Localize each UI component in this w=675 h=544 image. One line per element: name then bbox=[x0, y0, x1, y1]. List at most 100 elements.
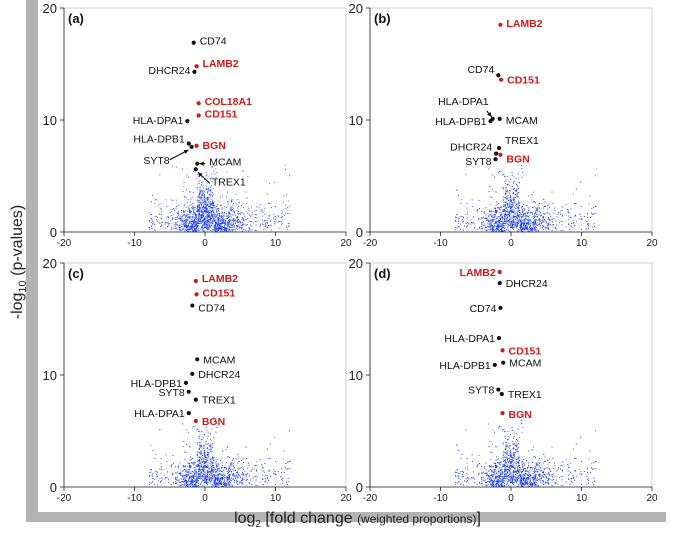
scatter-point bbox=[182, 446, 184, 447]
scatter-point bbox=[227, 201, 229, 203]
scatter-point bbox=[202, 211, 204, 213]
scatter-point bbox=[161, 469, 163, 471]
scatter-point bbox=[511, 188, 513, 190]
scatter-point bbox=[571, 225, 572, 227]
scatter-point bbox=[547, 219, 549, 220]
scatter-point bbox=[223, 230, 225, 232]
scatter-point bbox=[510, 221, 512, 223]
scatter-point bbox=[196, 429, 198, 431]
scatter-point bbox=[521, 208, 523, 210]
scatter-point bbox=[196, 225, 198, 227]
scatter-point bbox=[479, 228, 481, 230]
scatter-point bbox=[506, 218, 507, 220]
scatter-point bbox=[192, 231, 194, 232]
scatter-point bbox=[516, 215, 518, 217]
scatter-point bbox=[489, 228, 491, 230]
scatter-point bbox=[467, 211, 468, 213]
scatter-point bbox=[248, 207, 249, 209]
scatter-point bbox=[190, 203, 192, 205]
scatter-point bbox=[220, 230, 222, 232]
scatter-point bbox=[515, 209, 517, 211]
scatter-point bbox=[188, 431, 189, 433]
scatter-point bbox=[242, 170, 244, 172]
scatter-point bbox=[182, 215, 184, 217]
scatter-point bbox=[241, 205, 242, 206]
scatter-point bbox=[287, 213, 289, 214]
scatter-point bbox=[229, 229, 231, 230]
scatter-point bbox=[221, 470, 223, 472]
scatter-point bbox=[550, 220, 552, 222]
scatter-point bbox=[234, 478, 236, 480]
scatter-point bbox=[183, 481, 184, 483]
scatter-point bbox=[240, 226, 242, 228]
scatter-point bbox=[524, 209, 526, 211]
scatter-point bbox=[516, 193, 518, 195]
scatter-point bbox=[199, 484, 201, 486]
scatter-point bbox=[558, 212, 560, 214]
scatter-point bbox=[518, 202, 520, 204]
scatter-point bbox=[501, 223, 503, 225]
scatter-point bbox=[519, 219, 521, 221]
scatter-point bbox=[190, 458, 192, 460]
scatter-point bbox=[213, 470, 215, 472]
scatter-point bbox=[213, 437, 214, 439]
scatter-point bbox=[244, 470, 246, 472]
scatter-point bbox=[189, 484, 190, 486]
scatter-point bbox=[535, 207, 537, 209]
scatter-point bbox=[194, 217, 196, 219]
scatter-point bbox=[202, 479, 203, 481]
scatter-point bbox=[218, 218, 220, 220]
scatter-point bbox=[154, 223, 156, 225]
scatter-point bbox=[204, 459, 206, 461]
scatter-point bbox=[520, 220, 522, 222]
scatter-point bbox=[548, 222, 550, 224]
scatter-point bbox=[288, 224, 290, 226]
scatter-point bbox=[506, 197, 508, 198]
scatter-point bbox=[209, 204, 211, 206]
scatter-point bbox=[531, 222, 533, 224]
scatter-point bbox=[242, 212, 244, 214]
scatter-point bbox=[228, 203, 230, 205]
scatter-point bbox=[500, 170, 502, 172]
scatter-point bbox=[238, 211, 239, 213]
scatter-point bbox=[275, 218, 277, 220]
scatter-point bbox=[520, 213, 522, 215]
scatter-point bbox=[210, 212, 212, 213]
scatter-point bbox=[489, 229, 491, 231]
scatter-point bbox=[194, 485, 196, 487]
scatter-point bbox=[217, 220, 219, 222]
scatter-point bbox=[495, 221, 497, 223]
scatter-point bbox=[199, 209, 201, 211]
scatter-point bbox=[216, 217, 218, 219]
scatter-point bbox=[492, 225, 494, 227]
scatter-point bbox=[261, 210, 263, 212]
scatter-point bbox=[515, 189, 517, 191]
scatter-point bbox=[495, 229, 496, 231]
scatter-point bbox=[170, 229, 172, 231]
scatter-point bbox=[483, 221, 484, 223]
scatter-point bbox=[220, 229, 222, 230]
scatter-point bbox=[495, 210, 497, 212]
scatter-point bbox=[213, 193, 215, 195]
scatter-point bbox=[588, 203, 590, 205]
scatter-point bbox=[160, 208, 162, 210]
scatter-point bbox=[557, 214, 559, 216]
scatter-point bbox=[190, 476, 192, 478]
scatter-point bbox=[221, 467, 222, 469]
scatter-point bbox=[202, 455, 203, 456]
scatter-point bbox=[207, 188, 209, 189]
scatter-point bbox=[212, 476, 214, 478]
scatter-point bbox=[196, 219, 197, 221]
scatter-point bbox=[186, 485, 187, 486]
scatter-point bbox=[199, 220, 201, 222]
scatter-point bbox=[236, 475, 238, 477]
scatter-point bbox=[213, 227, 215, 229]
scatter-point bbox=[503, 173, 505, 175]
scatter-point bbox=[202, 473, 204, 475]
scatter-point bbox=[226, 207, 228, 208]
scatter-point bbox=[190, 231, 191, 232]
scatter-point bbox=[180, 218, 181, 220]
scatter-point bbox=[205, 188, 207, 190]
scatter-point bbox=[240, 212, 242, 214]
scatter-point bbox=[203, 190, 205, 192]
